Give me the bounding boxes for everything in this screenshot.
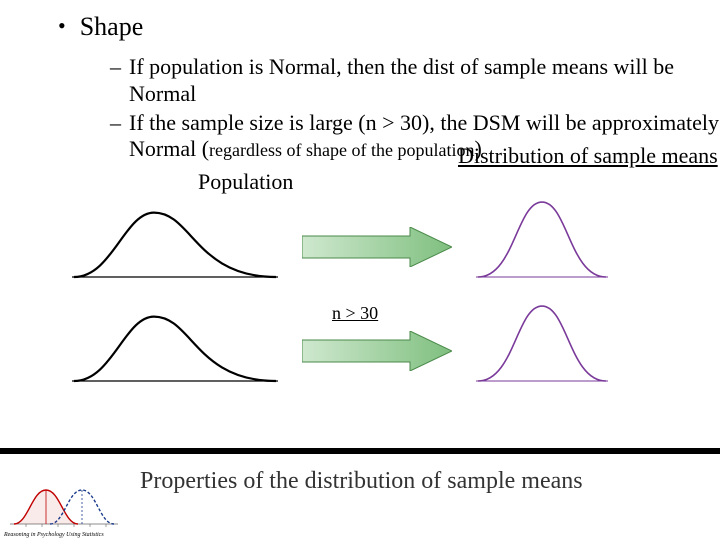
dash-1: – (110, 54, 121, 108)
labels-row: Population Distribution of sample means (110, 165, 720, 195)
dsm-label: Distribution of sample means (458, 143, 718, 169)
population-label: Population (198, 169, 293, 195)
footer-logo (6, 484, 122, 534)
bullet-symbol: • (58, 15, 66, 37)
dash-2: – (110, 110, 121, 164)
population-curve-2 (70, 307, 280, 392)
arrow-1 (302, 227, 452, 272)
arrow-2 (302, 331, 452, 376)
dsm-curve-2 (472, 299, 612, 392)
footer-rule (0, 448, 720, 454)
dsm-curve-1 (472, 195, 612, 288)
sub-item-1: – If population is Normal, then the dist… (110, 54, 720, 108)
figure-area: n > 30 (0, 195, 720, 425)
sub-list: – If population is Normal, then the dist… (58, 54, 720, 195)
sub-text-1: If population is Normal, then the dist o… (129, 54, 720, 108)
bullet-text: Shape (80, 12, 144, 42)
logo-svg (6, 484, 122, 534)
bullet-shape: • Shape (58, 12, 720, 42)
population-curve-1 (70, 203, 280, 288)
n30-label: n > 30 (332, 303, 378, 324)
footer-title: Properties of the distribution of sample… (140, 468, 583, 495)
footer-caption: Reasoning in Psychology Using Statistics (4, 532, 104, 538)
